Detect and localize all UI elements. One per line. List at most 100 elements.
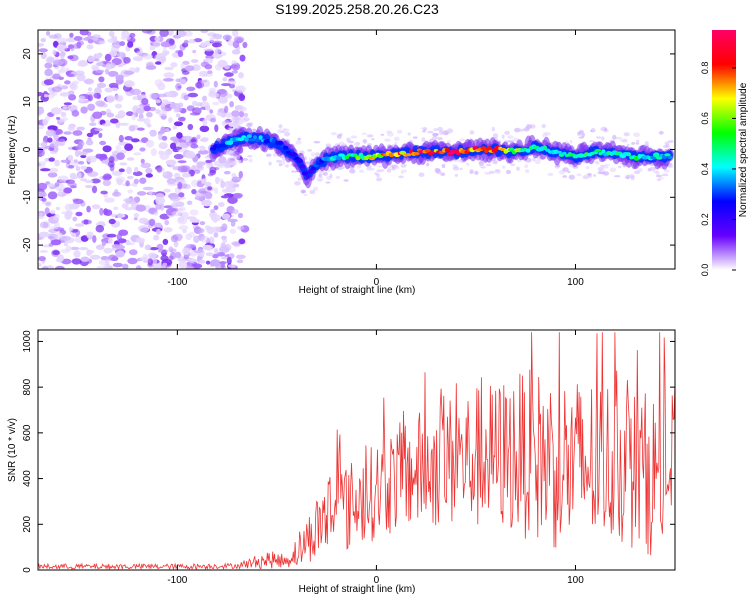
- spectrogram-noise-blob: [61, 258, 72, 265]
- spectrogram-noise-blob: [158, 142, 168, 150]
- spectrogram-noise-blob: [202, 95, 207, 102]
- spectrogram-noise-blob: [129, 32, 136, 38]
- spectrogram-noise-blob: [189, 231, 195, 238]
- spectrogram-noise-blob: [50, 239, 62, 246]
- spectrogram-noise-blob: [67, 125, 75, 132]
- spectrogram-noise-blob: [102, 179, 112, 186]
- spectrogram-ridge-core: [237, 137, 245, 141]
- spectrogram-noise-blob: [232, 30, 239, 38]
- spectrogram-noise-blob: [77, 61, 88, 67]
- spectrogram-noise-blob: [133, 196, 141, 203]
- spectrogram-noise-blob: [73, 159, 78, 164]
- spectrogram-noise-blob: [212, 33, 223, 40]
- spectrogram-noise-blob: [153, 211, 159, 216]
- spectrogram-noise-blob: [205, 159, 213, 163]
- spectrogram-halo-blob: [400, 163, 407, 168]
- spectrogram-noise-blob: [71, 80, 80, 85]
- spectrogram-noise-blob: [87, 95, 92, 101]
- spectrogram-halo-blob: [407, 132, 411, 136]
- spectrogram-halo-blob: [486, 163, 492, 167]
- spectrogram-halo-blob: [427, 130, 434, 134]
- spectrogram-noise-blob: [111, 243, 121, 249]
- spectrogram-halo-blob: [418, 172, 425, 177]
- spectrogram-noise-blob: [174, 251, 182, 259]
- spectrogram-halo-blob: [587, 172, 592, 176]
- spectrogram-halo-blob: [583, 174, 589, 180]
- spectrogram-noise-blob: [207, 186, 213, 191]
- spectrogram-noise-blob: [178, 192, 185, 198]
- spectrogram-noise-blob: [95, 153, 103, 159]
- spectrogram-halo-blob: [394, 141, 398, 146]
- spectrogram-noise-blob: [67, 154, 74, 161]
- spectrogram-noise-blob: [142, 253, 148, 260]
- spectrogram-noise-blob: [158, 132, 163, 141]
- colorbar-label: Normalized spectral amplitude: [738, 82, 749, 217]
- spectrogram-noise-blob: [170, 136, 180, 142]
- spectrogram-noise-blob: [65, 245, 72, 251]
- spectrogram-ridge-core: [653, 152, 660, 158]
- spectrogram-halo-blob: [315, 152, 320, 157]
- snr-x-tick-label: -100: [167, 575, 187, 586]
- spectrogram-noise-blob: [47, 183, 55, 188]
- spectrogram-noise-blob: [222, 77, 228, 82]
- spectrogram-noise-blob: [187, 92, 199, 98]
- spectrogram-halo-blob: [488, 170, 495, 174]
- spectrogram-noise-blob: [170, 62, 178, 68]
- spectrogram-noise-blob: [75, 211, 83, 217]
- spectrogram-noise-blob: [238, 238, 246, 245]
- spectrogram-noise-blob: [43, 94, 49, 98]
- spectrogram-halo-blob: [381, 168, 385, 172]
- spectrogram-noise-blob: [193, 249, 204, 254]
- spectrogram-noise-blob: [54, 182, 60, 188]
- spectrogram-noise-blob: [117, 238, 127, 244]
- spectrogram-noise-blob: [238, 93, 246, 102]
- spectrogram-halo-blob: [541, 123, 546, 129]
- spectrogram-noise-blob: [100, 190, 108, 195]
- spectrogram-noise-blob: [174, 146, 183, 150]
- spectrogram-noise-blob: [222, 238, 228, 243]
- spectrogram-halo-blob: [454, 173, 458, 177]
- spectrogram-noise-blob: [207, 173, 214, 177]
- spectrogram-noise-blob: [117, 110, 126, 118]
- spectrogram-noise-blob: [177, 116, 186, 122]
- spectrogram-halo-blob: [294, 181, 301, 186]
- spectrogram-noise-blob: [104, 197, 115, 203]
- spectrogram-halo-blob: [268, 161, 272, 166]
- spectrogram-noise-blob: [101, 159, 109, 164]
- spectrogram-noise-blob: [95, 100, 106, 107]
- spectrogram-noise-blob: [167, 30, 174, 36]
- snr-y-tick-label: 200: [22, 516, 33, 533]
- spectrogram-ridge-core: [413, 152, 420, 156]
- spectrogram-noise-blob: [67, 104, 78, 110]
- spectrogram-noise-blob: [62, 105, 68, 110]
- spectrogram-ridge-core: [244, 137, 249, 142]
- spectrogram-noise-blob: [238, 106, 247, 112]
- spectrogram-halo-blob: [617, 165, 622, 169]
- spectrogram-halo-blob: [305, 161, 309, 165]
- spectrogram-noise-blob: [47, 137, 53, 143]
- spectrogram-halo-blob: [638, 167, 643, 172]
- spectrogram-noise-blob: [149, 40, 155, 46]
- spectrogram-halo-blob: [524, 164, 528, 169]
- spectrogram-noise-blob: [87, 103, 96, 112]
- spectrogram-noise-blob: [127, 41, 134, 48]
- spectrogram-noise-blob: [40, 37, 47, 43]
- spectrogram-noise-blob: [101, 123, 112, 127]
- spectrogram-noise-blob: [156, 165, 163, 173]
- spectrogram-halo-blob: [278, 160, 286, 166]
- spectrogram-noise-blob: [127, 189, 133, 194]
- spectrogram-halo-blob: [356, 164, 362, 169]
- spectrogram-noise-blob: [192, 49, 197, 54]
- spectrogram-noise-blob: [118, 134, 124, 143]
- spectrogram-halo-blob: [437, 126, 444, 132]
- spectrogram-noise-blob: [238, 170, 243, 179]
- spectrogram-noise-blob: [86, 155, 97, 163]
- spectrogram-halo-blob: [586, 166, 590, 170]
- spectrogram-halo-blob: [567, 170, 571, 174]
- colorbar-tick-label: 0.0: [700, 264, 710, 277]
- spectrogram-noise-blob: [87, 87, 93, 92]
- spectrogram-noise-blob: [76, 126, 85, 131]
- spectrogram-noise-blob: [112, 262, 123, 268]
- spectrogram-halo-blob: [578, 136, 585, 139]
- spectrogram-noise-blob: [111, 170, 123, 176]
